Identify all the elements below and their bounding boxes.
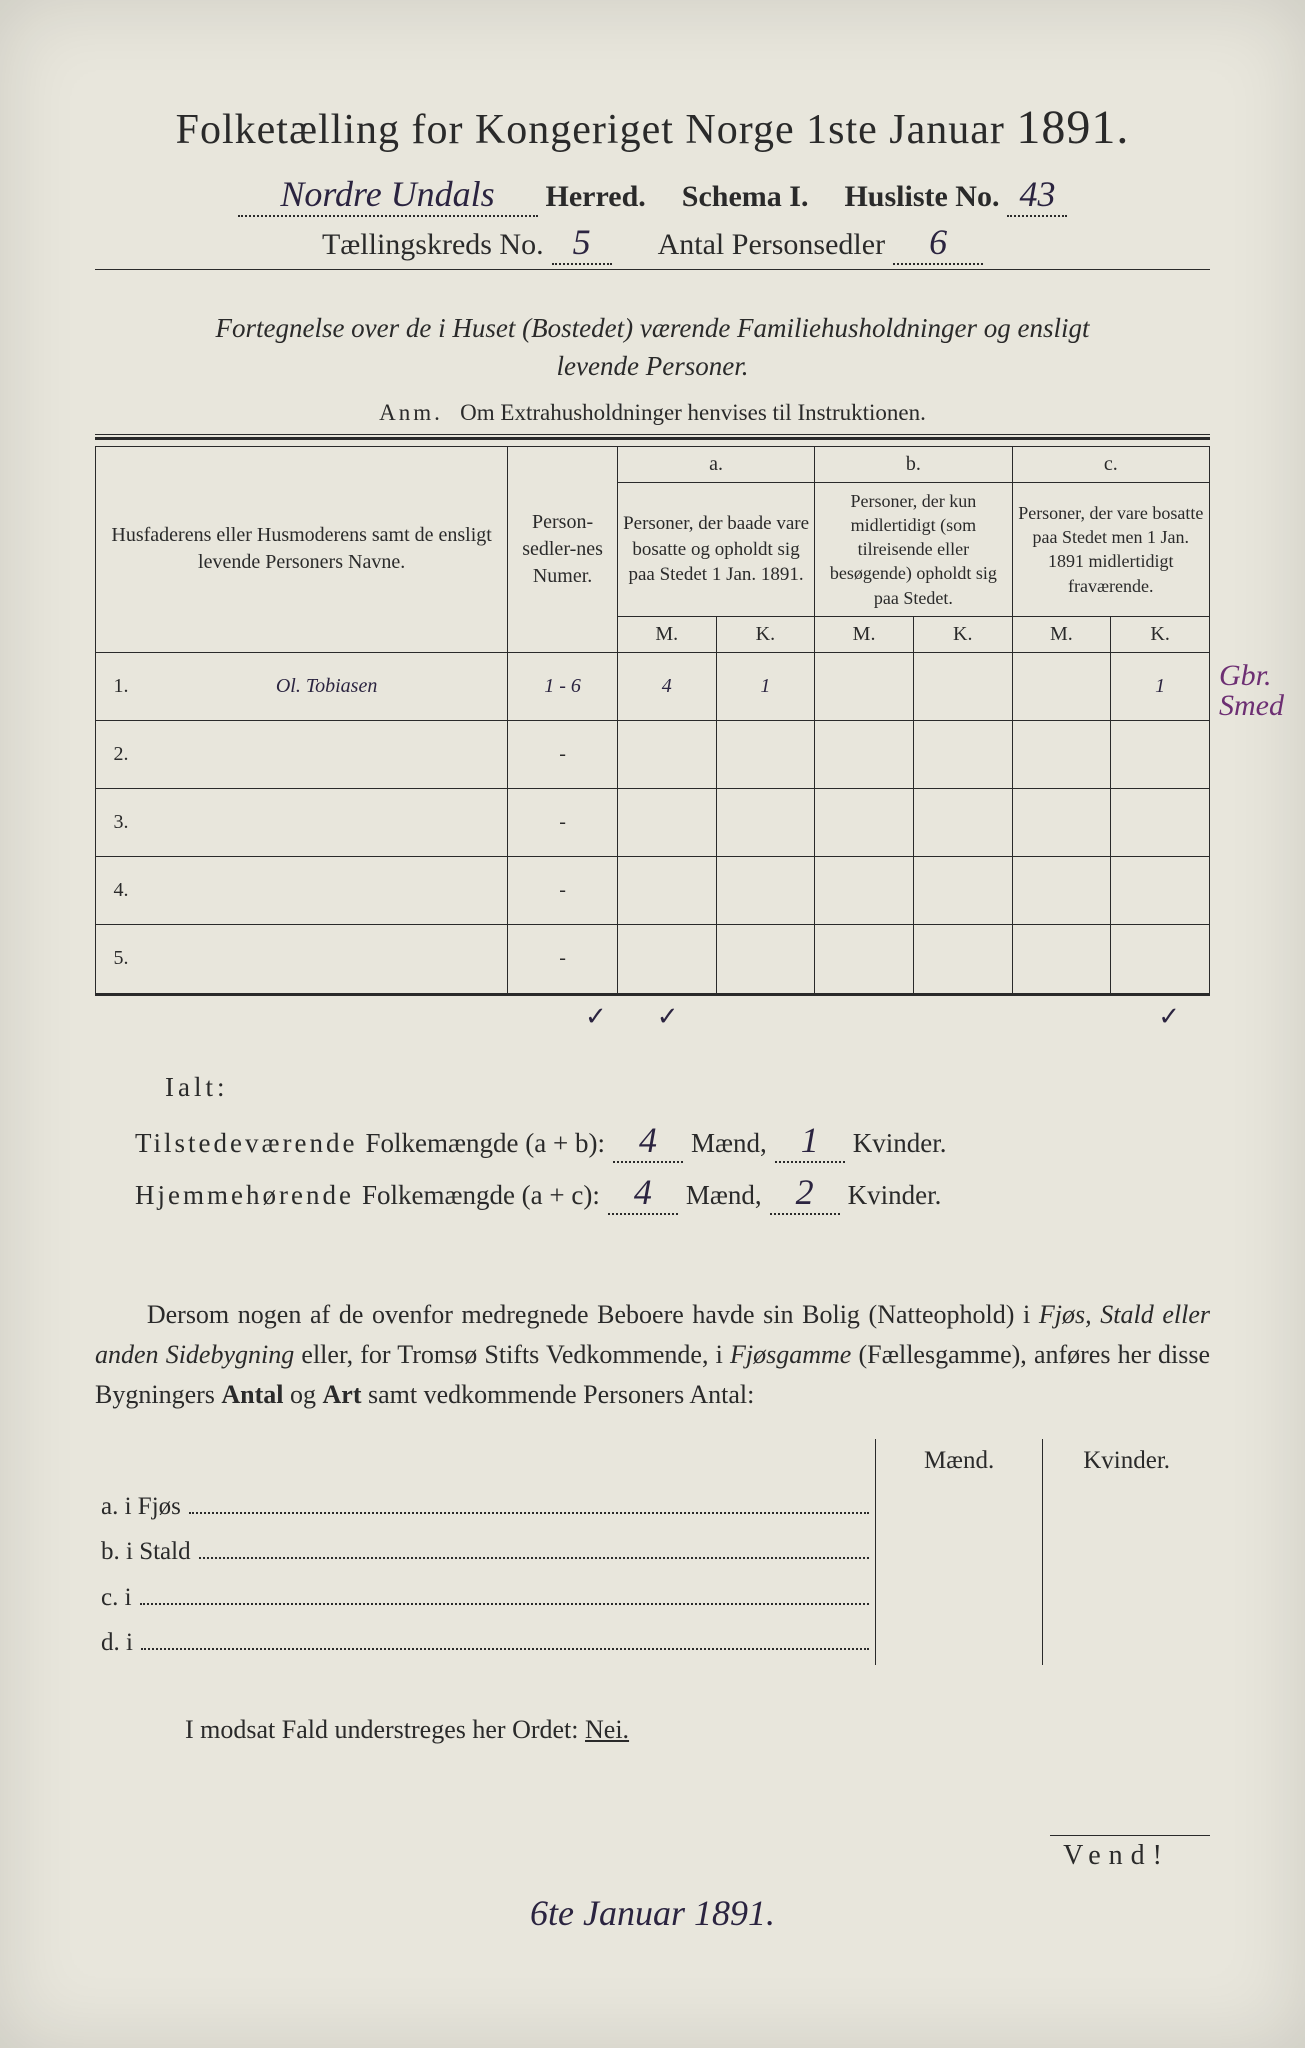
b-K: K.: [913, 617, 1012, 653]
herred-handwritten: Nordre Undals: [238, 173, 538, 217]
header-line-1: Nordre Undals Herred. Schema I. Husliste…: [95, 173, 1210, 217]
col-c-text: Personer, der vare bosatte paa Stedet me…: [1012, 482, 1209, 616]
kreds-label: Tællingskreds No.: [322, 228, 544, 262]
col-a-text: Personer, der baade vare bosatte og opho…: [617, 482, 814, 616]
antal-no: 6: [893, 221, 983, 265]
tilstede-line: Tilstedeværende Folkemængde (a + b): 4 M…: [135, 1119, 1210, 1163]
herred-label: Herred.: [546, 180, 646, 214]
table-row: 3. -: [96, 789, 1210, 857]
row-cK: 1 Gbr. Smed: [1111, 653, 1210, 721]
kreds-no: 5: [552, 221, 612, 265]
census-tbody: 1. Ol. Tobiasen 1 - 6 4 1 1 Gbr. Smed 2.: [96, 653, 1210, 993]
a-K: K.: [716, 617, 815, 653]
subheading: Fortegnelse over de i Huset (Bostedet) v…: [95, 310, 1210, 386]
census-table: Husfaderens eller Husmoderens samt de en…: [95, 446, 1210, 993]
antal-label: Antal Personsedler: [658, 228, 885, 262]
row-num: 1.: [96, 653, 146, 721]
title-year: 1891.: [1016, 101, 1129, 154]
b-M: M.: [815, 617, 914, 653]
check-row: ✓ ✓ ✓: [95, 1002, 1210, 1032]
census-form-page: Folketælling for Kongeriget Norge 1ste J…: [0, 0, 1305, 2048]
hjemme-k: 2: [770, 1171, 840, 1215]
side-row-b: b. i Stald: [95, 1529, 1210, 1575]
row-cM: [1012, 653, 1111, 721]
page-title: Folketælling for Kongeriget Norge 1ste J…: [95, 100, 1210, 155]
husliste-no: 43: [1007, 173, 1067, 217]
table-row: 1. Ol. Tobiasen 1 - 6 4 1 1 Gbr. Smed: [96, 653, 1210, 721]
col-names: Husfaderens eller Husmoderens samt de en…: [96, 446, 508, 652]
side-building-table: Mænd. Kvinder. a. i Fjøs b. i Stald c. i…: [95, 1439, 1210, 1665]
anm-line: Anm. Om Extrahusholdninger henvises til …: [95, 400, 1210, 426]
check-aK: ✓: [657, 1002, 679, 1032]
side-row-a: a. i Fjøs: [95, 1483, 1210, 1529]
nei-line: I modsat Fald understreges her Ordet: Ne…: [95, 1715, 1210, 1745]
side-row-d: d. i: [95, 1620, 1210, 1666]
col-a-label: a.: [617, 446, 814, 482]
vend-label: Vend!: [1050, 1835, 1210, 1872]
nei-word: Nei.: [585, 1715, 629, 1744]
row-aK: 1: [716, 653, 815, 721]
row-bK: [913, 653, 1012, 721]
side-maend: Mænd.: [876, 1439, 1043, 1483]
anm-prefix: Anm.: [379, 400, 443, 425]
margin-note: Gbr. Smed: [1219, 661, 1289, 721]
header-line-2: Tællingskreds No. 5 Antal Personsedler 6: [95, 221, 1210, 265]
col-b-label: b.: [815, 446, 1012, 482]
anm-text: Om Extrahusholdninger henvises til Instr…: [460, 400, 926, 425]
col-c-label: c.: [1012, 446, 1209, 482]
row-bM: [815, 653, 914, 721]
ialt-block: Ialt: Tilstedeværende Folkemængde (a + b…: [95, 1072, 1210, 1215]
subheading-l2: levende Personer.: [95, 348, 1210, 386]
col-numer: Person-sedler-nes Numer.: [508, 446, 618, 652]
schema-label: Schema I.: [682, 180, 809, 214]
tilstede-k: 1: [775, 1119, 845, 1163]
c-K: K.: [1111, 617, 1210, 653]
table-row: 5. -: [96, 925, 1210, 993]
hjemme-m: 4: [608, 1171, 678, 1215]
row-aM: 4: [617, 653, 716, 721]
c-M: M.: [1012, 617, 1111, 653]
paragraph: Dersom nogen af de ovenfor medregnede Be…: [95, 1295, 1210, 1416]
row-numer: 1 - 6: [508, 653, 618, 721]
bottom-date-hand: 6te Januar 1891.: [95, 1892, 1210, 1934]
side-row-c: c. i: [95, 1574, 1210, 1620]
table-row: 2. -: [96, 721, 1210, 789]
row-name: Ol. Tobiasen: [146, 653, 508, 721]
subheading-l1: Fortegnelse over de i Huset (Bostedet) v…: [95, 310, 1210, 348]
check-cK: ✓: [1158, 1002, 1210, 1032]
col-b-text: Personer, der kun midlertidigt (som tilr…: [815, 482, 1012, 616]
check-aM: ✓: [585, 1002, 607, 1032]
tilstede-m: 4: [613, 1119, 683, 1163]
ialt-title: Ialt:: [165, 1072, 1210, 1103]
hjemme-line: Hjemmehørende Folkemængde (a + c): 4 Mæn…: [135, 1171, 1210, 1215]
table-row: 4. -: [96, 857, 1210, 925]
title-text: Folketælling for Kongeriget Norge 1ste J…: [176, 107, 1005, 153]
a-M: M.: [617, 617, 716, 653]
husliste-label: Husliste No.: [844, 180, 999, 214]
side-kvinder: Kvinder.: [1043, 1439, 1210, 1483]
